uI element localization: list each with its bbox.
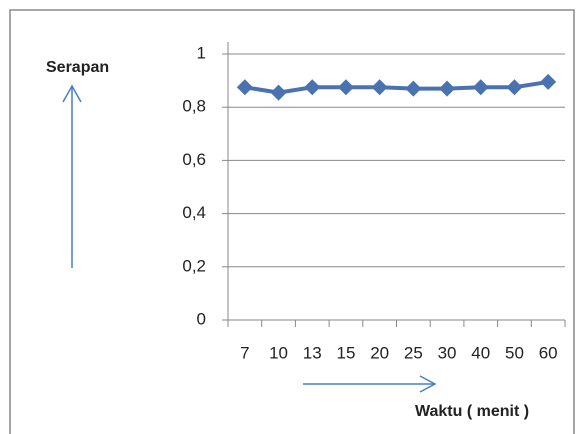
- y-tick-label: 0: [197, 309, 206, 328]
- data-point: [337, 79, 354, 96]
- x-tick-label: 7: [240, 343, 249, 362]
- data-point: [439, 80, 456, 97]
- data-point: [270, 84, 287, 101]
- chart-frame: [9, 9, 575, 434]
- arrows: [62, 84, 437, 393]
- y-tick-label: 0,6: [182, 150, 206, 169]
- data-point: [304, 79, 321, 96]
- x-tick-label: 13: [303, 343, 322, 362]
- data-point: [405, 80, 422, 97]
- x-tick-label: 60: [539, 343, 558, 362]
- y-tick-label: 0,8: [182, 97, 206, 116]
- series-line: [244, 79, 549, 95]
- x-axis-label: Waktu ( menit ): [415, 403, 529, 420]
- y-tick-label: 0,4: [182, 203, 206, 222]
- y-tick-label: 1: [197, 43, 206, 62]
- x-tick-label: 30: [438, 343, 457, 362]
- x-tick-label: 10: [269, 343, 288, 362]
- x-tick-label: 50: [505, 343, 524, 362]
- y-tick-label: 0,2: [182, 256, 206, 275]
- x-tick-label: 40: [471, 343, 490, 362]
- data-point: [540, 73, 557, 90]
- data-point: [472, 79, 489, 96]
- data-point: [236, 79, 253, 96]
- x-tick-label: 15: [336, 343, 355, 362]
- x-tick-label: 25: [404, 343, 423, 362]
- y-axis-label: Serapan: [46, 59, 109, 76]
- data-point: [371, 79, 388, 96]
- x-tick-label: 20: [370, 343, 389, 362]
- data-point: [506, 79, 523, 96]
